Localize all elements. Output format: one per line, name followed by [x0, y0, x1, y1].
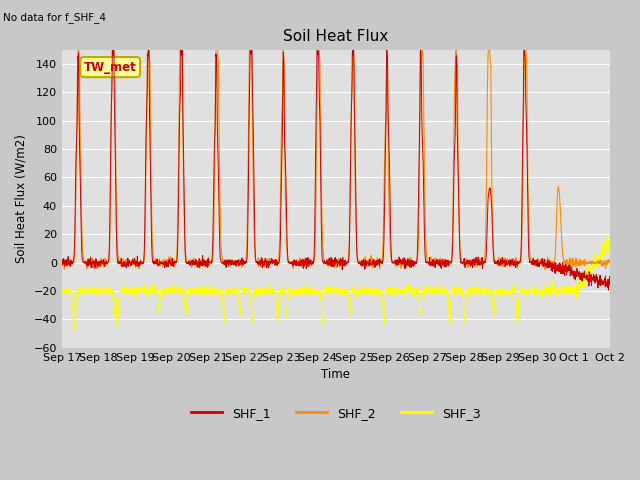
Y-axis label: Soil Heat Flux (W/m2): Soil Heat Flux (W/m2) [15, 134, 28, 263]
Text: TW_met: TW_met [84, 60, 136, 73]
Legend: SHF_1, SHF_2, SHF_3: SHF_1, SHF_2, SHF_3 [186, 402, 486, 425]
Text: No data for f_SHF_4: No data for f_SHF_4 [3, 12, 106, 23]
X-axis label: Time: Time [321, 368, 351, 381]
Title: Soil Heat Flux: Soil Heat Flux [284, 29, 388, 44]
